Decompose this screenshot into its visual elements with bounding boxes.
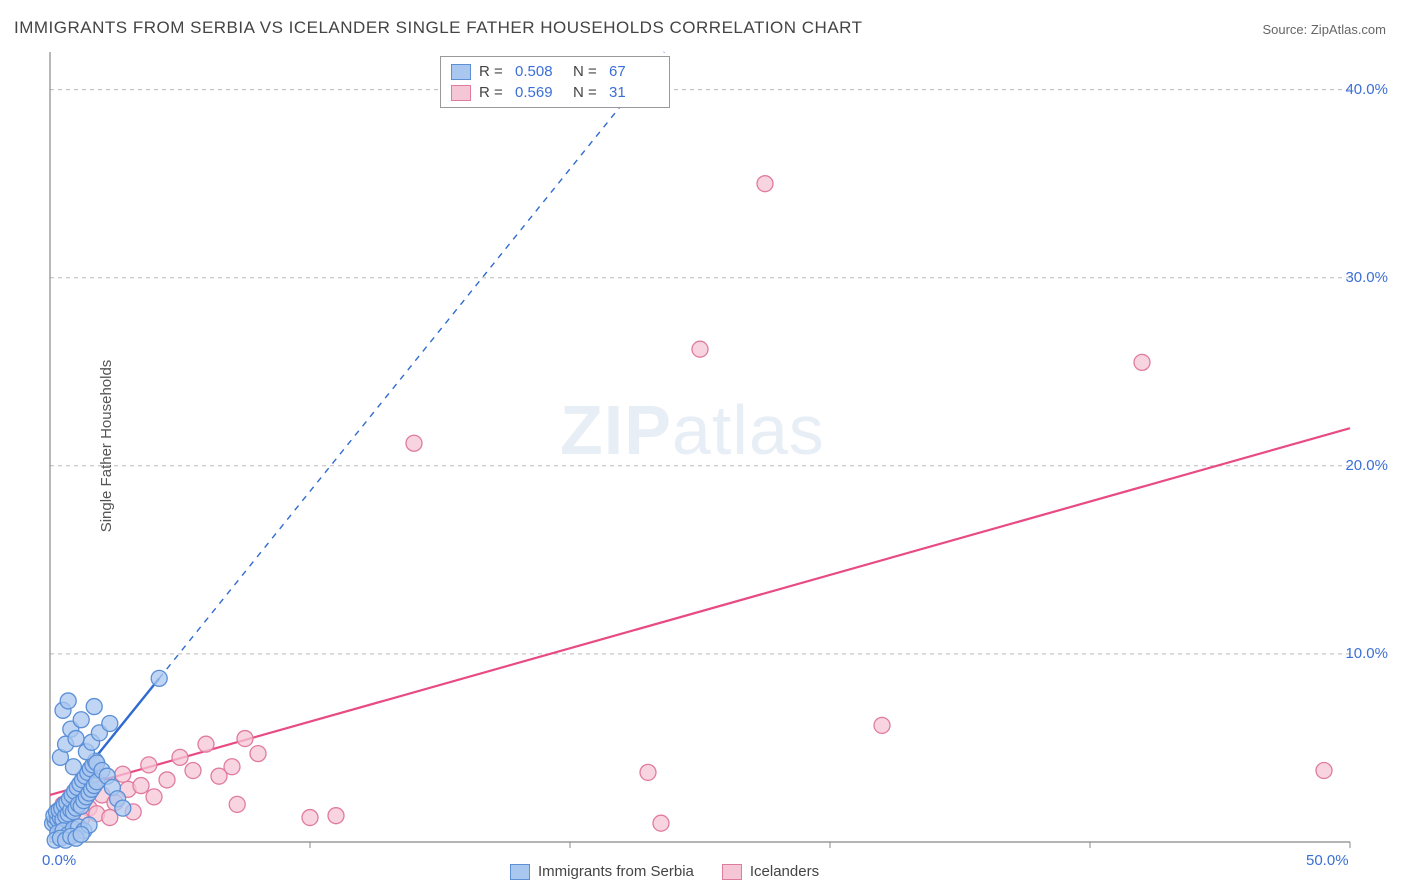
legend-row-icelanders: R = 0.569 N = 31 <box>451 82 659 103</box>
legend-item-icelanders: Icelanders <box>722 863 819 880</box>
legend-correlation: R = 0.508 N = 67 R = 0.569 N = 31 <box>440 56 670 108</box>
legend-row-serbia: R = 0.508 N = 67 <box>451 61 659 82</box>
n-label: N = <box>573 63 601 80</box>
series-name-icelanders: Icelanders <box>750 863 819 880</box>
legend-item-serbia: Immigrants from Serbia <box>510 863 694 880</box>
n-label: N = <box>573 84 601 101</box>
y-tick-label: 20.0% <box>1345 457 1388 474</box>
series-name-serbia: Immigrants from Serbia <box>538 863 694 880</box>
r-value-serbia: 0.508 <box>515 63 565 80</box>
chart-container: IMMIGRANTS FROM SERBIA VS ICELANDER SING… <box>0 0 1406 892</box>
r-value-icelanders: 0.569 <box>515 84 565 101</box>
n-value-icelanders: 31 <box>609 84 659 101</box>
x-tick-label: 0.0% <box>42 852 76 869</box>
x-tick-label: 50.0% <box>1306 852 1349 869</box>
r-label: R = <box>479 63 507 80</box>
legend-series: Immigrants from Serbia Icelanders <box>510 863 819 880</box>
chart-svg <box>0 0 1406 892</box>
swatch-serbia <box>451 64 471 80</box>
y-tick-label: 10.0% <box>1345 645 1388 662</box>
y-tick-label: 30.0% <box>1345 269 1388 286</box>
swatch-serbia <box>510 864 530 880</box>
n-value-serbia: 67 <box>609 63 659 80</box>
y-tick-label: 40.0% <box>1345 81 1388 98</box>
swatch-icelanders <box>451 85 471 101</box>
r-label: R = <box>479 84 507 101</box>
swatch-icelanders <box>722 864 742 880</box>
